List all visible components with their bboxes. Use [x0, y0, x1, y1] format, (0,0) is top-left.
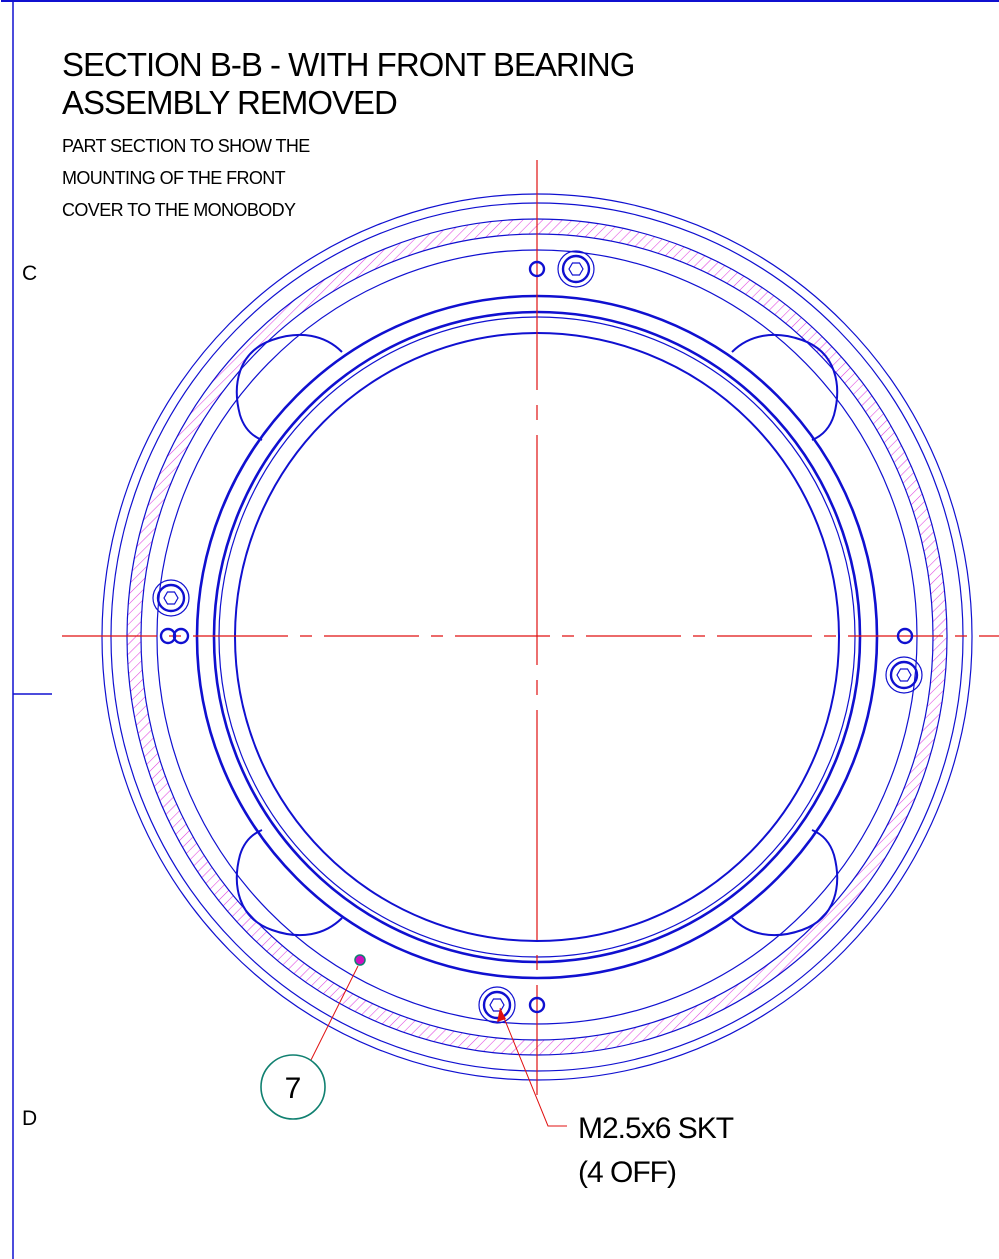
title-line-2: ASSEMBLY REMOVED — [62, 84, 397, 121]
dowel-hole-icon — [159, 627, 190, 645]
zone-label-d: D — [22, 1107, 37, 1130]
slot-top-left — [235, 333, 343, 441]
slot-pockets — [235, 333, 839, 937]
callout-line-1: M2.5x6 SKT — [578, 1112, 734, 1145]
fasteners — [152, 250, 923, 1024]
hex-socket-screw-icon — [885, 656, 923, 694]
hex-socket-screw-icon — [478, 986, 516, 1024]
callout-arrowhead — [497, 1008, 506, 1022]
note-line-3: COVER TO THE MONOBODY — [62, 200, 296, 220]
zone-label-c: C — [22, 262, 37, 285]
item-marker-dot — [354, 954, 366, 966]
dowel-hole-icon — [896, 627, 914, 645]
note-line-2: MOUNTING OF THE FRONT — [62, 168, 286, 188]
title-line-1: SECTION B-B - WITH FRONT BEARING — [62, 46, 634, 83]
slot-bottom-left — [235, 829, 343, 937]
callout-leader — [499, 1007, 567, 1127]
centre-lines — [62, 160, 999, 1095]
balloon-leader — [310, 965, 359, 1061]
callout-line-2: (4 OFF) — [578, 1156, 676, 1189]
note-line-1: PART SECTION TO SHOW THE — [62, 136, 310, 156]
slot-top-right — [731, 333, 839, 441]
hex-socket-screw-icon — [152, 579, 190, 617]
slot-bottom-right — [731, 829, 839, 937]
dowel-hole-icon — [528, 996, 546, 1014]
hex-socket-screw-icon — [557, 250, 595, 288]
dowel-hole-icon — [528, 260, 546, 278]
balloon-number: 7 — [285, 1072, 302, 1105]
item-balloon — [260, 1054, 326, 1120]
